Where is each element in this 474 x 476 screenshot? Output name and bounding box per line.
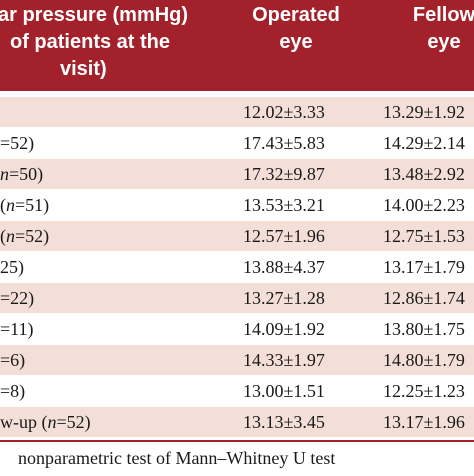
fellow-eye-value: 12.86±1.74 bbox=[383, 288, 465, 308]
operated-eye-value: 14.33±1.97 bbox=[243, 350, 325, 370]
operated-eye-value: 17.43±5.83 bbox=[243, 133, 325, 153]
row-label-n: n bbox=[6, 195, 15, 215]
header-parameter-line-2: of patients at the bbox=[10, 31, 171, 53]
row-label: =6) bbox=[0, 345, 25, 375]
row-label-suffix: =22) bbox=[0, 288, 35, 308]
footnote-text: nonparametric test of Mann–Whitney U tes… bbox=[18, 448, 336, 468]
row-label: 25) bbox=[0, 252, 24, 282]
row-label-prefix: ( bbox=[0, 195, 6, 215]
operated-eye-value: 13.88±4.37 bbox=[243, 257, 325, 277]
table-row: (n=51) 13.53±3.21 14.00±2.23 bbox=[0, 190, 474, 220]
fellow-eye-value: 13.17±1.79 bbox=[383, 257, 465, 277]
row-label: =22) bbox=[0, 283, 34, 313]
row-label-prefix: ( bbox=[0, 226, 6, 246]
row-label: =11) bbox=[0, 314, 33, 344]
row-label-prefix: w-up ( bbox=[0, 412, 48, 432]
fellow-eye-value: 12.75±1.53 bbox=[383, 226, 465, 246]
fellow-eye-value: 12.25±1.23 bbox=[383, 381, 465, 401]
fellow-eye-value: 14.29±2.14 bbox=[383, 133, 465, 153]
header-operated-eye: Operated eye bbox=[241, 2, 351, 56]
row-label-suffix: =52) bbox=[15, 226, 50, 246]
table-header: ar pressure (mmHg) of patients at the vi… bbox=[0, 0, 474, 91]
row-label: w-up (n=52) bbox=[0, 407, 91, 437]
header-fellow-line-2: eye bbox=[427, 31, 461, 53]
row-label-suffix: =11) bbox=[0, 319, 34, 339]
row-label-n: n bbox=[0, 164, 9, 184]
row-label-suffix: =50) bbox=[9, 164, 44, 184]
fellow-eye-value: 14.80±1.79 bbox=[383, 350, 465, 370]
row-label-n: n bbox=[6, 226, 15, 246]
table-row: n=50) 17.32±9.87 13.48±2.92 bbox=[0, 159, 474, 189]
header-parameter-line-1: ar pressure (mmHg) bbox=[0, 4, 189, 26]
table-row: w-up (n=52) 13.13±3.45 13.17±1.96 bbox=[0, 407, 474, 437]
header-parameter: ar pressure (mmHg) of patients at the vi… bbox=[0, 2, 188, 83]
table-row: 25) 13.88±4.37 13.17±1.79 bbox=[0, 252, 474, 282]
table-row: 12.02±3.33 13.29±1.92 bbox=[0, 97, 474, 127]
fellow-eye-value: 13.29±1.92 bbox=[383, 102, 465, 122]
table-row: =8) 13.00±1.51 12.25±1.23 bbox=[0, 376, 474, 406]
header-parameter-line-3: visit) bbox=[60, 58, 107, 80]
header-fellow-line-1: Fellow bbox=[412, 4, 474, 26]
row-label-suffix: =52) bbox=[0, 133, 35, 153]
operated-eye-value: 14.09±1.92 bbox=[243, 319, 325, 339]
table-row: =22) 13.27±1.28 12.86±1.74 bbox=[0, 283, 474, 313]
row-label-suffix: =51) bbox=[15, 195, 50, 215]
table-row: =11) 14.09±1.92 13.80±1.75 bbox=[0, 314, 474, 344]
table-row: =52) 17.43±5.83 14.29±2.14 bbox=[0, 128, 474, 158]
table-row: =6) 14.33±1.97 14.80±1.79 bbox=[0, 345, 474, 375]
table-footnote: nonparametric test of Mann–Whitney U tes… bbox=[0, 440, 474, 476]
fellow-eye-value: 13.17±1.96 bbox=[383, 412, 465, 432]
row-label-suffix: 25) bbox=[0, 257, 24, 277]
fellow-eye-value: 14.00±2.23 bbox=[383, 195, 465, 215]
operated-eye-value: 13.27±1.28 bbox=[243, 288, 325, 308]
row-label-n: n bbox=[47, 412, 57, 432]
fellow-eye-value: 13.80±1.75 bbox=[383, 319, 465, 339]
operated-eye-value: 13.00±1.51 bbox=[243, 381, 325, 401]
fellow-eye-value: 13.48±2.92 bbox=[383, 164, 465, 184]
row-label-suffix: =6) bbox=[0, 350, 26, 370]
table-row: (n=52) 12.57±1.96 12.75±1.53 bbox=[0, 221, 474, 251]
row-label: (n=52) bbox=[0, 221, 49, 251]
row-label: n=50) bbox=[0, 159, 43, 189]
row-label: =8) bbox=[0, 376, 25, 406]
row-label-suffix: =8) bbox=[0, 381, 26, 401]
operated-eye-value: 12.02±3.33 bbox=[243, 102, 325, 122]
row-label-suffix: =52) bbox=[56, 412, 91, 432]
operated-eye-value: 13.53±3.21 bbox=[243, 195, 325, 215]
header-operated-line-1: Operated bbox=[252, 4, 340, 26]
operated-eye-value: 17.32±9.87 bbox=[243, 164, 325, 184]
header-operated-line-2: eye bbox=[279, 31, 313, 53]
row-label: =52) bbox=[0, 128, 34, 158]
row-label: (n=51) bbox=[0, 190, 49, 220]
operated-eye-value: 13.13±3.45 bbox=[243, 412, 325, 432]
operated-eye-value: 12.57±1.96 bbox=[243, 226, 325, 246]
header-fellow-eye: Fellow eye bbox=[389, 2, 474, 56]
